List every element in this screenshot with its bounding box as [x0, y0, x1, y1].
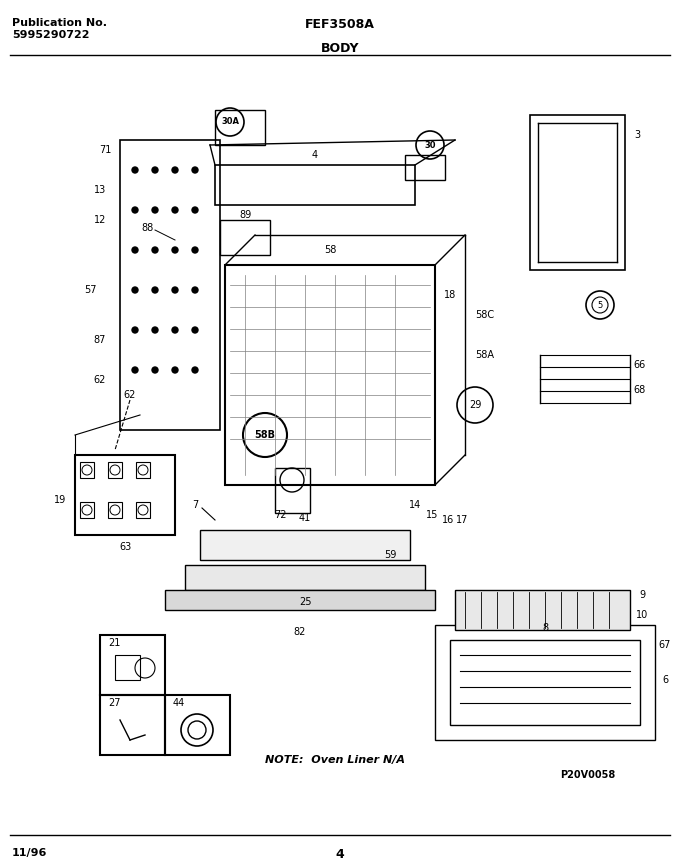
Text: 57: 57: [84, 285, 97, 295]
Bar: [80, 462, 94, 478]
Text: 41: 41: [299, 513, 311, 523]
Circle shape: [172, 367, 178, 373]
Text: 67: 67: [659, 640, 671, 650]
Text: 59: 59: [384, 550, 396, 560]
Text: 58A: 58A: [475, 350, 494, 360]
Bar: [75, 455, 175, 535]
Circle shape: [152, 207, 158, 213]
Text: 62: 62: [94, 375, 106, 385]
Text: 62: 62: [124, 390, 136, 400]
Circle shape: [172, 327, 178, 333]
Text: 8: 8: [542, 623, 548, 633]
Bar: [435, 625, 655, 740]
Text: 14: 14: [409, 500, 421, 510]
Circle shape: [152, 367, 158, 373]
Text: 5995290722: 5995290722: [12, 30, 90, 40]
Text: 88: 88: [142, 223, 154, 233]
Text: 30: 30: [424, 140, 436, 149]
Bar: [215, 110, 265, 145]
Text: 21: 21: [108, 638, 120, 648]
Circle shape: [172, 287, 178, 293]
Bar: [108, 502, 122, 518]
Bar: [405, 155, 445, 180]
Circle shape: [172, 207, 178, 213]
Circle shape: [192, 367, 198, 373]
Bar: [275, 468, 310, 513]
Bar: [185, 565, 425, 590]
Text: 16: 16: [442, 515, 454, 525]
Text: NOTE:  Oven Liner N/A: NOTE: Oven Liner N/A: [265, 755, 405, 765]
Bar: [115, 655, 140, 680]
Text: 3: 3: [634, 130, 640, 140]
Text: P20V0058: P20V0058: [560, 770, 615, 780]
Text: 12: 12: [94, 215, 106, 225]
Text: 19: 19: [54, 495, 66, 505]
Bar: [136, 502, 150, 518]
Bar: [165, 695, 230, 755]
Text: 72: 72: [274, 510, 286, 520]
Circle shape: [152, 327, 158, 333]
Text: 68: 68: [634, 385, 646, 395]
Circle shape: [192, 247, 198, 253]
Bar: [80, 502, 94, 518]
Circle shape: [172, 167, 178, 173]
Text: 4: 4: [336, 848, 344, 861]
Text: 11/96: 11/96: [12, 848, 48, 858]
Text: 44: 44: [173, 698, 185, 708]
Circle shape: [192, 327, 198, 333]
Text: 58B: 58B: [254, 430, 275, 440]
Circle shape: [152, 247, 158, 253]
Bar: [530, 115, 625, 270]
Text: 18: 18: [444, 290, 456, 300]
Bar: [220, 220, 270, 255]
Text: 87: 87: [94, 335, 106, 345]
Text: 25: 25: [299, 597, 311, 607]
Circle shape: [132, 207, 138, 213]
Bar: [225, 265, 435, 485]
Text: 58: 58: [324, 245, 336, 255]
Text: 17: 17: [456, 515, 469, 525]
Bar: [215, 165, 415, 205]
Circle shape: [192, 207, 198, 213]
Circle shape: [132, 327, 138, 333]
Circle shape: [132, 167, 138, 173]
Circle shape: [192, 287, 198, 293]
Text: 63: 63: [119, 542, 131, 552]
Bar: [120, 140, 220, 430]
Bar: [108, 462, 122, 478]
Circle shape: [132, 287, 138, 293]
Text: FEF3508A: FEF3508A: [305, 18, 375, 31]
Circle shape: [152, 287, 158, 293]
Text: 66: 66: [634, 360, 646, 370]
Text: 6: 6: [662, 675, 668, 685]
Circle shape: [172, 247, 178, 253]
Text: 89: 89: [239, 210, 251, 220]
Text: 58C: 58C: [475, 310, 494, 320]
Text: 15: 15: [426, 510, 438, 520]
Circle shape: [152, 167, 158, 173]
Text: 10: 10: [636, 610, 648, 620]
Text: 30A: 30A: [221, 118, 239, 127]
Bar: [455, 590, 630, 630]
Text: 29: 29: [469, 400, 481, 410]
Text: 9: 9: [639, 590, 645, 600]
Bar: [100, 635, 165, 695]
Text: 13: 13: [94, 185, 106, 195]
Bar: [165, 590, 435, 610]
Text: BODY: BODY: [321, 42, 359, 55]
Bar: [136, 462, 150, 478]
Text: 5: 5: [597, 301, 602, 310]
Circle shape: [132, 367, 138, 373]
Text: 82: 82: [294, 627, 306, 637]
Text: 7: 7: [192, 500, 198, 510]
Bar: [200, 530, 410, 560]
Text: 71: 71: [99, 145, 112, 155]
Text: 4: 4: [312, 150, 318, 160]
Text: Publication No.: Publication No.: [12, 18, 107, 28]
Bar: [100, 695, 165, 755]
Text: 27: 27: [108, 698, 120, 708]
Bar: [450, 640, 640, 725]
Circle shape: [132, 247, 138, 253]
Circle shape: [192, 167, 198, 173]
